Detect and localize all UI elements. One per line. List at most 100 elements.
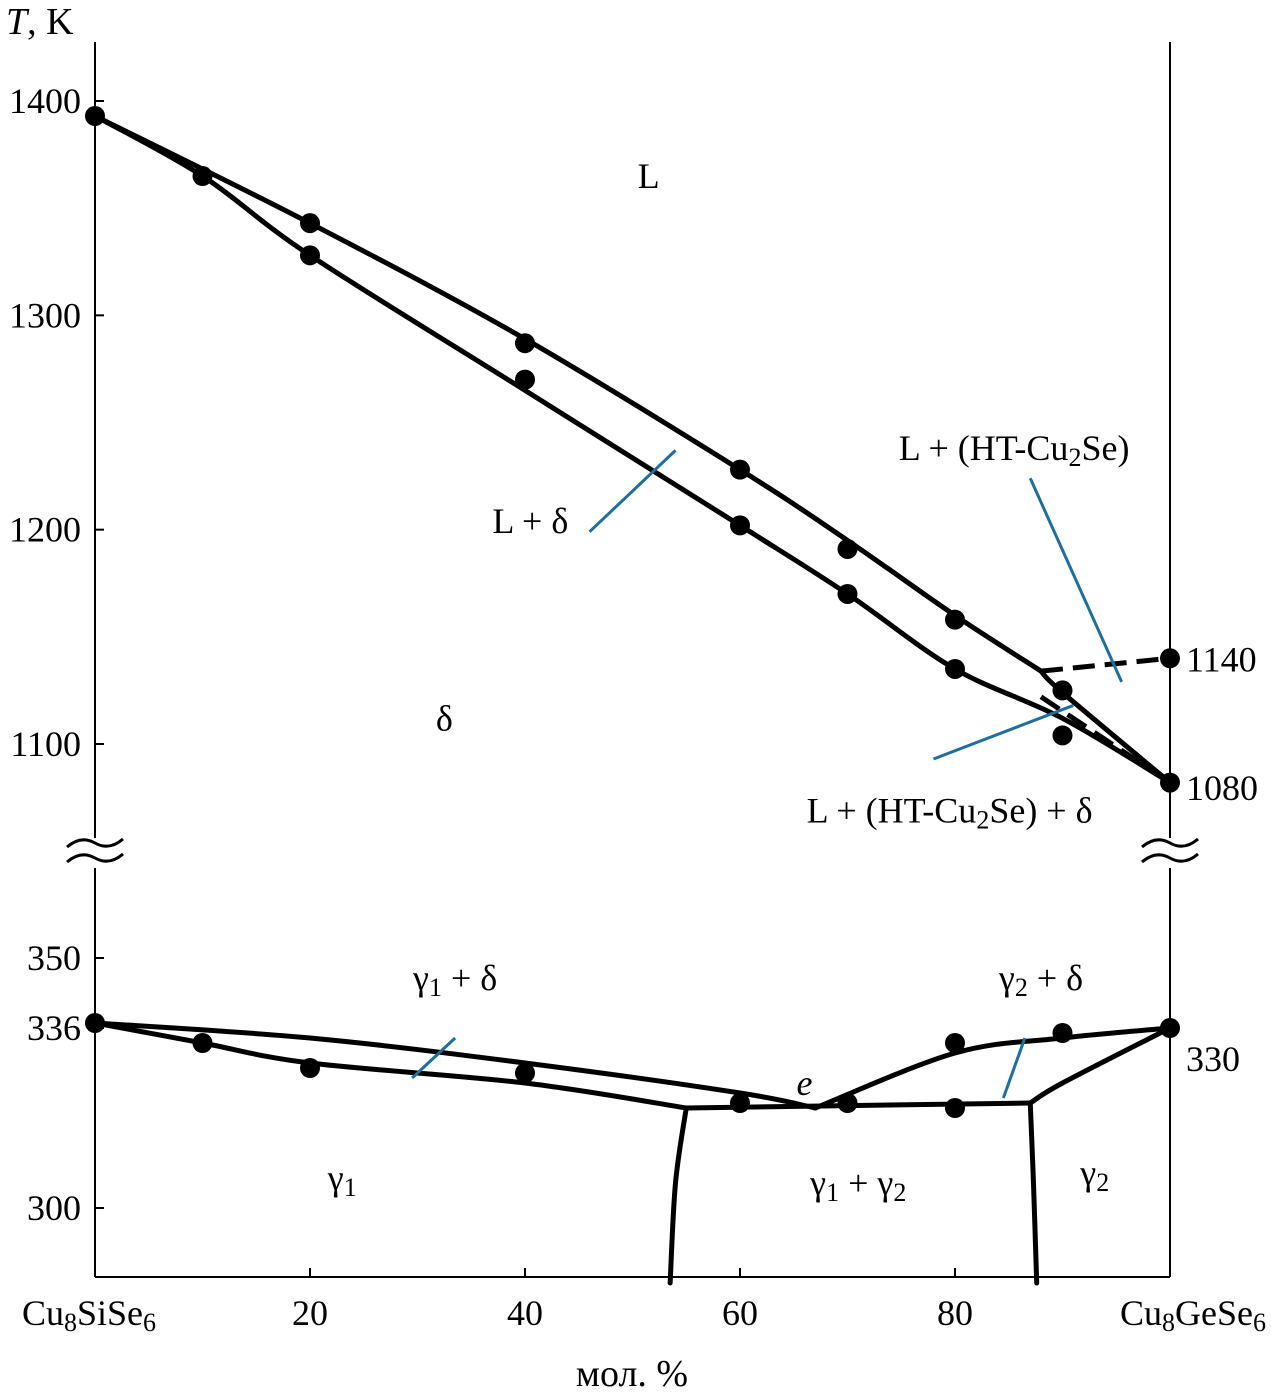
region-label-g1-delta-part: + δ: [442, 958, 497, 998]
region-label-L-delta: L + δ: [492, 501, 568, 541]
right-value-label: 1140: [1186, 639, 1257, 679]
region-label-e-part: e: [797, 1063, 813, 1103]
x-tick-label-part: 6: [143, 1308, 156, 1337]
y-tick-label: 1100: [10, 724, 81, 764]
region-label-L-HT-delta-part: 2: [976, 805, 989, 834]
y-axis-label: T, K: [6, 1, 74, 43]
y-tick-label: 1200: [9, 510, 81, 550]
region-label-e: e: [797, 1063, 813, 1103]
data-point: [1052, 1023, 1073, 1043]
phase-boundaries: [92, 113, 1173, 1286]
right-value-label: 1080: [1186, 768, 1258, 808]
region-label-g1-part: γ: [327, 1158, 344, 1198]
labels: LL + δδL + (HT-Cu2Se)L + (HT-Cu2Se) + δγ…: [327, 156, 1130, 1207]
data-point: [1160, 648, 1180, 669]
region-label-delta-part: δ: [436, 698, 453, 738]
leader-line: [932, 704, 1074, 761]
region-label-g2-delta-part: γ: [998, 958, 1015, 998]
leader-line: [411, 1036, 457, 1080]
axis-break-right-0: [1141, 837, 1199, 849]
y-axis-label-unit: , K: [27, 1, 74, 43]
region-label-L-HT-part: L + (HT-Cu: [899, 428, 1069, 468]
line-g1-solvus: [667, 1105, 689, 1286]
data-point: [515, 369, 535, 390]
axis-break-left-1: [66, 852, 124, 864]
region-label-L-HT: L + (HT-Cu2Se): [899, 428, 1130, 472]
right-value-label: 330: [1186, 1039, 1240, 1079]
y-tick-label: 1400: [9, 81, 81, 121]
line-liquidus: [92, 113, 1044, 674]
region-label-g1-delta: γ1 + δ: [412, 958, 497, 1002]
x-tick-label-part: 6: [1253, 1308, 1266, 1337]
data-point: [515, 333, 535, 354]
data-point: [837, 583, 858, 604]
data-point: [1160, 1018, 1180, 1038]
x-tick-label: 60: [722, 1293, 758, 1333]
line-g2-lower: [1027, 1025, 1173, 1106]
region-label-g1-delta-part: 1: [429, 973, 442, 1002]
data-point: [730, 515, 750, 536]
y-tick-label: 1300: [9, 295, 81, 335]
region-label-L-HT-delta: L + (HT-Cu2Se) + δ: [807, 790, 1093, 834]
data-point: [515, 1063, 535, 1083]
region-label-g1-g2-part: 1: [826, 1178, 839, 1207]
x-tick-label-part: 8: [1162, 1308, 1175, 1337]
line-solidus: [92, 113, 1173, 786]
line-g2-solvus: [1027, 1100, 1040, 1286]
data-point: [300, 1058, 320, 1078]
region-label-g1-delta-part: γ: [412, 958, 429, 998]
region-label-g2-delta: γ2 + δ: [998, 958, 1083, 1002]
data-point: [945, 1098, 965, 1118]
data-point: [945, 658, 965, 679]
x-tick-label: 20: [292, 1293, 328, 1333]
region-label-g1-g2: γ1 + γ2: [809, 1163, 906, 1207]
x-tick-label-part: GeSe: [1175, 1293, 1253, 1333]
data-point: [1052, 680, 1073, 701]
x-tick-label-part: SiSe: [77, 1293, 143, 1333]
region-label-g2: γ2: [1079, 1153, 1109, 1197]
leader-line: [588, 449, 677, 533]
x-tick-label-part: Cu: [1120, 1293, 1162, 1333]
data-point: [1160, 772, 1180, 793]
axis-break-right-1: [1141, 852, 1199, 864]
region-label-g2-delta-part: + δ: [1028, 958, 1083, 998]
data-point: [945, 1033, 965, 1053]
x-tick-label-part: Cu: [22, 1293, 64, 1333]
leader-lines: [411, 449, 1123, 1099]
leader-line: [1028, 477, 1123, 683]
line-g2-upper: [812, 1025, 1173, 1111]
line-peritectic-dashed: [1040, 655, 1171, 674]
data-point: [730, 1093, 750, 1113]
data-point: [192, 166, 213, 187]
leader-line: [1001, 1037, 1027, 1099]
region-label-g1-g2-part: γ: [809, 1163, 826, 1203]
data-point: [85, 106, 105, 127]
region-label-L-part: L: [638, 156, 660, 196]
data-points: [85, 106, 1180, 1118]
data-point: [192, 1033, 213, 1053]
data-point: [1052, 725, 1073, 746]
axis-break-left-0: [66, 837, 124, 849]
region-label-L-delta-part: L + δ: [492, 501, 568, 541]
line-g1-lower: [92, 1020, 689, 1111]
region-label-g1-g2-part: + γ: [839, 1163, 893, 1203]
x-tick-label-part: 8: [64, 1308, 77, 1337]
line-inner-dashed: [1039, 694, 1172, 785]
data-point: [945, 609, 965, 630]
y-tick-label: 300: [27, 1188, 81, 1228]
data-point: [300, 245, 320, 266]
region-label-L-HT-delta-part: L + (HT-Cu: [807, 790, 977, 830]
region-label-L-HT-part: Se): [1081, 428, 1129, 468]
data-point: [85, 1013, 105, 1033]
x-tick-label: 40: [507, 1293, 543, 1333]
region-label-L-HT-delta-part: Se) + δ: [989, 790, 1092, 830]
y-axis-label-symbol: T: [6, 1, 30, 43]
region-label-delta: δ: [436, 698, 453, 738]
y-tick-label: 350: [27, 938, 81, 978]
region-label-g2-part: γ: [1079, 1153, 1096, 1193]
y-tick-label: 336: [27, 1008, 81, 1048]
data-point: [300, 213, 320, 234]
x-axis-label: мол. %: [576, 1353, 688, 1395]
